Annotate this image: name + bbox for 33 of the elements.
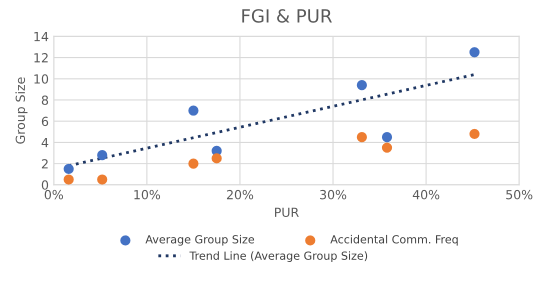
point bbox=[212, 153, 222, 164]
chart-title: FGI & PUR bbox=[242, 9, 332, 23]
point bbox=[97, 150, 108, 160]
legend-label: Average Group Size bbox=[145, 234, 254, 246]
x-axis-title: PUR bbox=[275, 208, 299, 218]
y-tick-label: 8 bbox=[42, 95, 48, 105]
x-tick-label: 20% bbox=[226, 190, 254, 200]
y-tick-label: 0 bbox=[42, 180, 48, 190]
x-tick-label: 0% bbox=[44, 190, 64, 200]
y-tick-label: 2 bbox=[42, 159, 48, 168]
legend-label: Accidental Comm. Freq bbox=[330, 234, 458, 246]
point bbox=[382, 132, 392, 142]
point bbox=[382, 142, 392, 153]
legend-label: Trend Line (Average Group Size) bbox=[189, 251, 368, 262]
point bbox=[64, 164, 74, 174]
x-tick-label: 50% bbox=[506, 190, 532, 200]
point bbox=[64, 174, 74, 185]
point bbox=[356, 80, 367, 90]
y-tick-label: 4 bbox=[42, 138, 48, 148]
point bbox=[188, 158, 198, 169]
point bbox=[469, 47, 480, 58]
y-axis-title: Group Size bbox=[15, 77, 28, 144]
point bbox=[469, 128, 480, 140]
y-tick-label: 14 bbox=[34, 32, 48, 42]
x-tick-label: 30% bbox=[320, 190, 346, 200]
x-tick-label: 10% bbox=[134, 190, 160, 200]
point bbox=[188, 106, 198, 116]
y-tick-label: 6 bbox=[42, 116, 48, 126]
point bbox=[356, 132, 367, 142]
point bbox=[97, 174, 108, 185]
x-tick-label: 40% bbox=[412, 190, 440, 200]
y-tick-label: 12 bbox=[34, 53, 48, 62]
y-tick-label: 10 bbox=[34, 74, 48, 84]
